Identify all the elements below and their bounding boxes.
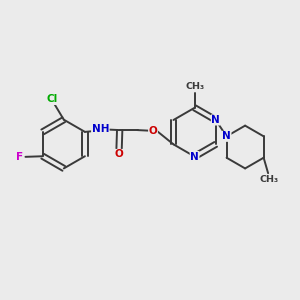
Text: N: N [222,131,231,141]
Text: N: N [211,115,220,125]
Text: CH₃: CH₃ [186,82,205,91]
Text: O: O [148,126,158,136]
Text: Cl: Cl [47,94,58,104]
Text: F: F [16,152,23,162]
Text: CH₃: CH₃ [260,175,279,184]
Text: N: N [190,152,199,161]
Text: O: O [115,149,124,160]
Text: NH: NH [92,124,109,134]
